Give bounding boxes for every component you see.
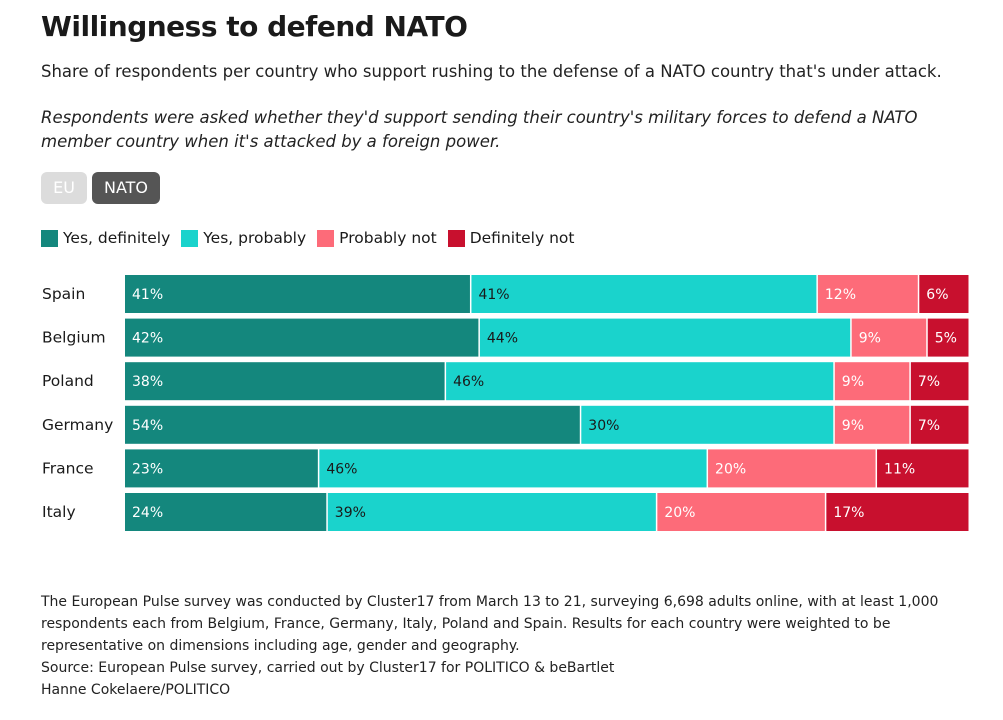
data-label-germany-probably-not: 9% — [842, 418, 864, 434]
bar-belgium-yes-definitely — [125, 318, 479, 357]
stacked-bar-chart: Spain 41% 41% 12% 6% Belgium 42% 44% 9% 5% Poland 3… — [42, 275, 969, 531]
legend-swatch — [447, 229, 465, 247]
bar-germany-yes-probably — [581, 405, 834, 444]
bar-france-yes-probably — [319, 449, 707, 488]
bar-belgium-probably-not — [851, 318, 927, 357]
legend-swatch — [181, 229, 199, 247]
legend-swatch — [41, 229, 58, 247]
data-label-germany-yes-definitely: 54% — [132, 418, 163, 434]
legend-label: Yes, probably — [203, 229, 307, 247]
data-label-belgium-probably-not: 9% — [859, 331, 881, 347]
bar-poland-definitely-not — [910, 362, 969, 401]
legend-item-probably-not: Probably not — [317, 229, 437, 247]
data-label-belgium-yes-definitely: 42% — [132, 331, 163, 347]
bar-france-yes-definitely — [125, 449, 318, 488]
credit-note: Hanne Cokelaere/POLITICO — [41, 682, 231, 698]
bar-poland-yes-probably — [446, 362, 834, 401]
bar-france-definitely-not — [877, 449, 969, 488]
bar-spain-yes-definitely — [125, 275, 470, 313]
data-label-poland-yes-probably: 46% — [453, 374, 484, 390]
toggle-nato-button[interactable]: NATO — [92, 172, 160, 204]
data-label-italy-definitely-not: 17% — [833, 505, 864, 521]
bar-spain-probably-not — [817, 275, 918, 313]
toggle-eu-button[interactable]: EU — [41, 172, 87, 204]
bar-belgium-yes-probably — [479, 318, 851, 357]
category-label-france: France — [42, 459, 94, 477]
legend-item-yes-definitely: Yes, definitely — [41, 229, 170, 247]
data-label-belgium-definitely-not: 5% — [935, 331, 957, 347]
data-label-spain-yes-definitely: 41% — [132, 287, 163, 303]
data-label-belgium-yes-probably: 44% — [487, 331, 518, 347]
legend-label: Yes, definitely — [63, 229, 171, 247]
bar-italy-yes-definitely — [125, 493, 327, 531]
legend-item-definitely-not: Definitely not — [447, 229, 575, 247]
data-label-spain-yes-probably: 41% — [478, 287, 509, 303]
legend-label: Probably not — [339, 229, 437, 247]
bar-france-probably-not — [708, 449, 876, 488]
category-label-italy: Italy — [42, 503, 76, 521]
bar-italy-definitely-not — [826, 493, 969, 531]
data-label-italy-yes-probably: 39% — [335, 505, 366, 521]
legend-item-yes-probably: Yes, probably — [181, 229, 306, 247]
data-label-spain-definitely-not: 6% — [926, 287, 948, 303]
bar-belgium-definitely-not — [927, 318, 969, 357]
bar-germany-yes-definitely — [125, 405, 580, 444]
bar-spain-definitely-not — [919, 275, 969, 313]
category-label-spain: Spain — [42, 285, 85, 303]
data-label-france-yes-definitely: 23% — [132, 461, 163, 477]
question-note: Respondents were asked whether they'd su… — [41, 108, 918, 151]
data-label-france-definitely-not: 11% — [884, 461, 915, 477]
bar-poland-probably-not — [834, 362, 910, 401]
data-label-poland-yes-definitely: 38% — [132, 374, 163, 390]
bar-italy-yes-probably — [327, 493, 656, 531]
legend-label: Definitely not — [469, 229, 575, 247]
category-label-poland: Poland — [42, 372, 94, 390]
bar-germany-definitely-not — [910, 405, 969, 444]
category-label-belgium: Belgium — [42, 329, 106, 347]
legend-swatch — [317, 229, 335, 247]
data-label-germany-yes-probably: 30% — [588, 418, 619, 434]
data-label-france-yes-probably: 46% — [326, 461, 357, 477]
chart-subtitle: Share of respondents per country who sup… — [41, 62, 942, 81]
bar-germany-probably-not — [834, 405, 910, 444]
bar-italy-probably-not — [657, 493, 825, 531]
data-label-france-probably-not: 20% — [715, 461, 746, 477]
source-note: Source: European Pulse survey, carried o… — [41, 660, 615, 676]
category-label-germany: Germany — [42, 416, 113, 434]
data-label-germany-definitely-not: 7% — [918, 418, 940, 434]
data-label-poland-probably-not: 9% — [842, 374, 864, 390]
data-label-italy-yes-definitely: 24% — [132, 505, 163, 521]
data-label-italy-probably-not: 20% — [664, 505, 695, 521]
bar-poland-yes-definitely — [125, 362, 445, 401]
methodology-note: The European Pulse survey was conducted … — [41, 594, 939, 654]
data-label-spain-probably-not: 12% — [825, 287, 856, 303]
data-label-poland-definitely-not: 7% — [918, 374, 940, 390]
chart-title: Willingness to defend NATO — [41, 10, 468, 43]
bar-spain-yes-probably — [471, 275, 817, 313]
footer: The European Pulse survey was conducted … — [41, 591, 971, 701]
legend: Yes, definitely Yes, probably Probably n… — [41, 229, 585, 247]
